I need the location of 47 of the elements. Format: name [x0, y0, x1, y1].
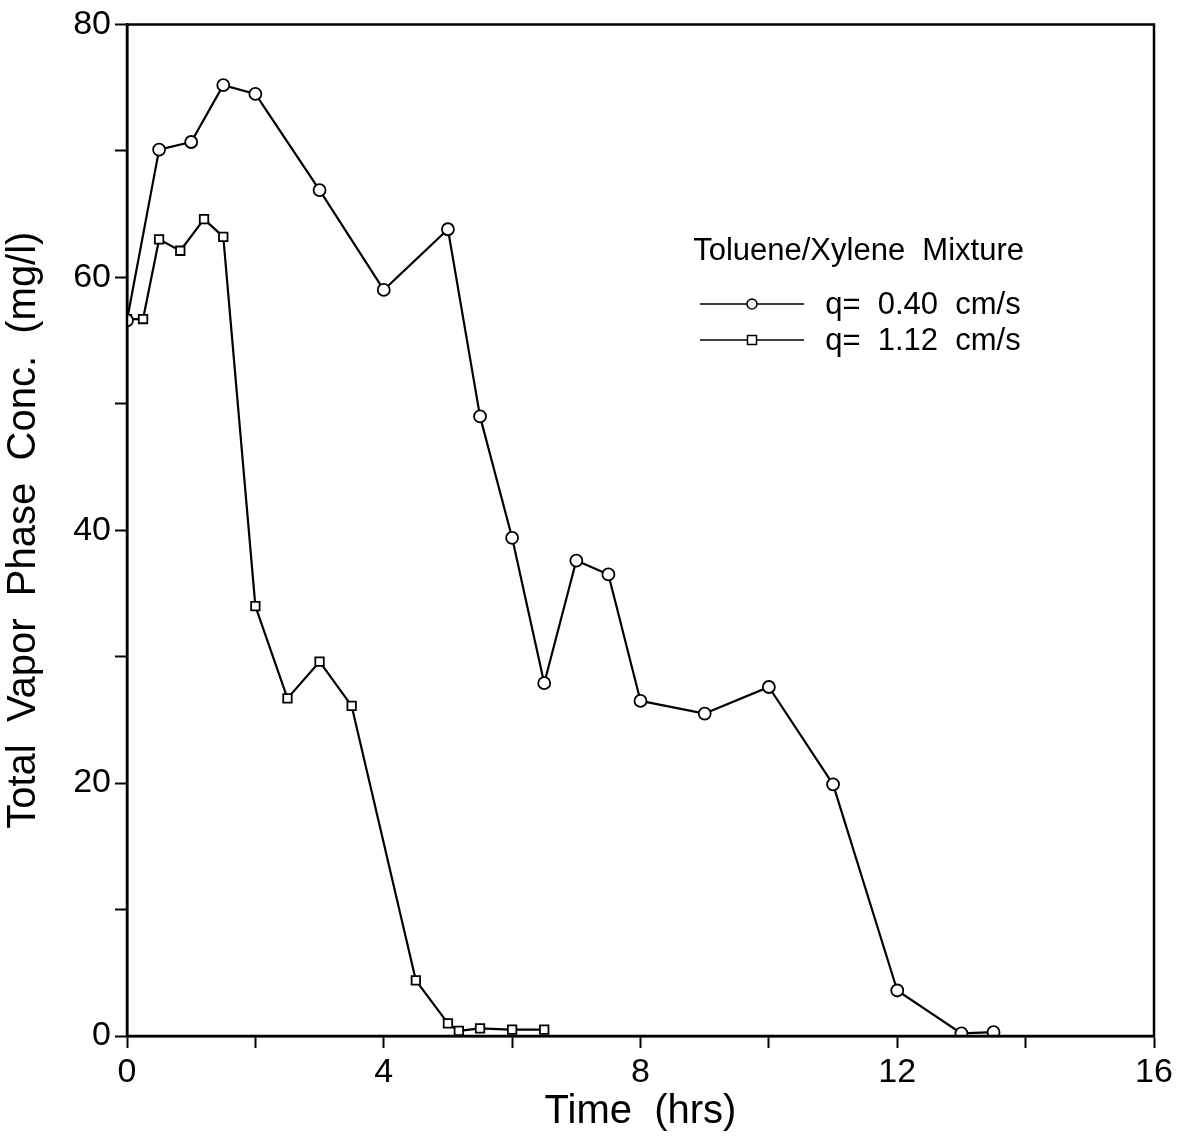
point	[890, 983, 905, 998]
y-tick-label: 20	[73, 761, 111, 800]
point	[312, 183, 327, 197]
legend-label: q= 0.40 cm/s	[825, 286, 1021, 322]
point	[474, 1023, 486, 1034]
x-axis-title: Time (hrs)	[544, 1087, 737, 1132]
x-tick-label: 0	[117, 1050, 137, 1089]
point	[569, 553, 584, 568]
point	[250, 600, 261, 612]
point	[539, 1024, 550, 1035]
point	[282, 693, 293, 704]
point	[410, 975, 421, 986]
point	[216, 78, 231, 92]
y-tick-label: 0	[92, 1014, 111, 1053]
point	[184, 135, 199, 149]
point	[473, 409, 487, 424]
point	[376, 283, 391, 297]
point	[505, 530, 520, 545]
point	[441, 222, 455, 237]
legend-label: q= 1.12 cm/s	[825, 322, 1021, 358]
point	[697, 706, 712, 721]
point	[152, 142, 166, 157]
y-tick-label: 60	[73, 255, 111, 294]
point	[601, 567, 616, 582]
point	[153, 234, 165, 245]
point	[198, 213, 210, 225]
point	[137, 313, 149, 325]
x-tick-label: 4	[374, 1050, 394, 1089]
point	[506, 1024, 518, 1035]
point	[633, 694, 648, 708]
x-tick-label: 8	[631, 1050, 650, 1089]
x-tick-label: 16	[1135, 1050, 1173, 1089]
point	[218, 231, 229, 242]
point	[346, 700, 357, 712]
y-axis-title: Total Vapor Phase Conc. (mg/l)	[0, 231, 44, 829]
point	[761, 680, 776, 694]
point	[248, 87, 263, 101]
legend-title: Toluene/Xylene Mixture	[693, 232, 1024, 268]
x-tick-label: 12	[878, 1050, 917, 1089]
point	[986, 1025, 1001, 1036]
point	[442, 1018, 454, 1029]
point	[537, 676, 552, 691]
point	[175, 245, 186, 256]
point	[826, 777, 840, 792]
point	[314, 656, 325, 667]
y-tick-label: 80	[73, 2, 111, 41]
y-tick-label: 40	[73, 508, 111, 547]
